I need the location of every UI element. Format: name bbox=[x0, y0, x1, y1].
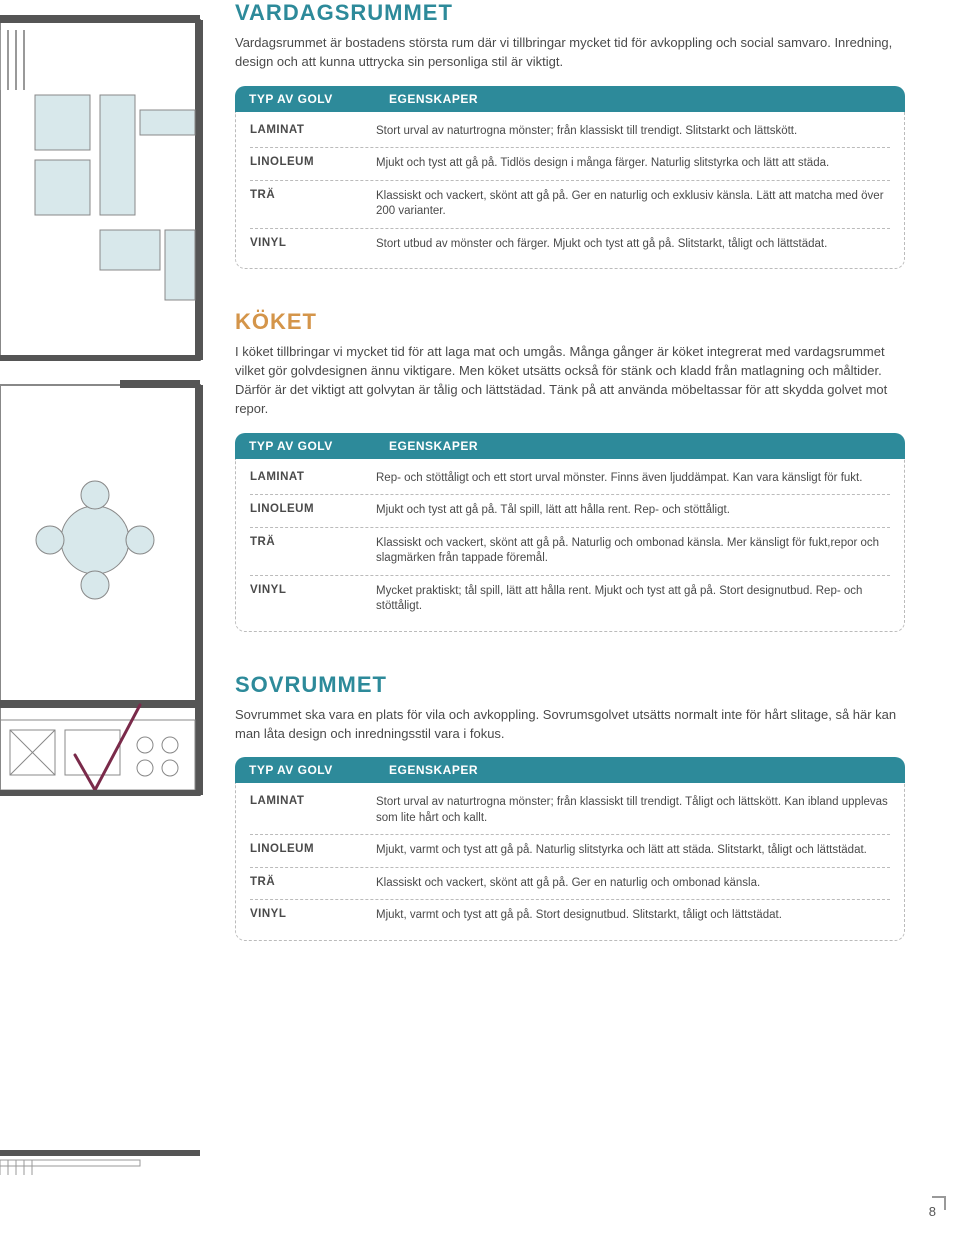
section-body: Vardagsrummet är bostadens största rum d… bbox=[235, 34, 905, 72]
table-header: TYP AV GOLV EGENSKAPER bbox=[235, 757, 905, 783]
section-body: I köket tillbringar vi mycket tid för at… bbox=[235, 343, 905, 418]
page-number: 8 bbox=[929, 1204, 936, 1219]
header-col1: TYP AV GOLV bbox=[249, 439, 389, 453]
table-row: LAMINATStort urval av naturtrogna mönste… bbox=[250, 116, 890, 149]
header-col1: TYP AV GOLV bbox=[249, 92, 389, 106]
table-row: TRÄKlassiskt och vackert, skönt att gå p… bbox=[250, 868, 890, 901]
section-title: VARDAGSRUMMET bbox=[235, 0, 905, 26]
table-row: LINOLEUMMjukt och tyst att gå på. Tidlös… bbox=[250, 148, 890, 181]
table-row: LINOLEUMMjukt och tyst att gå på. Tål sp… bbox=[250, 495, 890, 528]
table-row: TRÄKlassiskt och vackert, skönt att gå p… bbox=[250, 181, 890, 229]
header-col2: EGENSKAPER bbox=[389, 92, 478, 106]
table-row: VINYLMjukt, varmt och tyst att gå på. St… bbox=[250, 900, 890, 932]
table-row: LINOLEUMMjukt, varmt och tyst att gå på.… bbox=[250, 835, 890, 868]
section-vardagsrummet: VARDAGSRUMMET Vardagsrummet är bostadens… bbox=[235, 0, 905, 269]
table-row: LAMINATStort urval av naturtrogna mönste… bbox=[250, 787, 890, 835]
table-row: VINYLMycket praktiskt; tål spill, lätt a… bbox=[250, 576, 890, 623]
header-col1: TYP AV GOLV bbox=[249, 763, 389, 777]
header-col2: EGENSKAPER bbox=[389, 763, 478, 777]
table-header: TYP AV GOLV EGENSKAPER bbox=[235, 86, 905, 112]
floor-table: TYP AV GOLV EGENSKAPER LAMINATStort urva… bbox=[235, 86, 905, 270]
section-body: Sovrummet ska vara en plats för vila och… bbox=[235, 706, 905, 744]
main-content: VARDAGSRUMMET Vardagsrummet är bostadens… bbox=[235, 0, 905, 981]
table-row: VINYLStort utbud av mönster och färger. … bbox=[250, 229, 890, 261]
header-col2: EGENSKAPER bbox=[389, 439, 478, 453]
table-header: TYP AV GOLV EGENSKAPER bbox=[235, 433, 905, 459]
table-row: LAMINATRep- och stöttåligt och ett stort… bbox=[250, 463, 890, 496]
floor-table: TYP AV GOLV EGENSKAPER LAMINATRep- och s… bbox=[235, 433, 905, 632]
section-title: KÖKET bbox=[235, 309, 905, 335]
section-koket: KÖKET I köket tillbringar vi mycket tid … bbox=[235, 309, 905, 631]
section-sovrummet: SOVRUMMET Sovrummet ska vara en plats fö… bbox=[235, 672, 905, 941]
section-title: SOVRUMMET bbox=[235, 672, 905, 698]
floor-table: TYP AV GOLV EGENSKAPER LAMINATStort urva… bbox=[235, 757, 905, 941]
table-row: TRÄKlassiskt och vackert, skönt att gå p… bbox=[250, 528, 890, 576]
floorplan-illustration bbox=[0, 0, 220, 1237]
